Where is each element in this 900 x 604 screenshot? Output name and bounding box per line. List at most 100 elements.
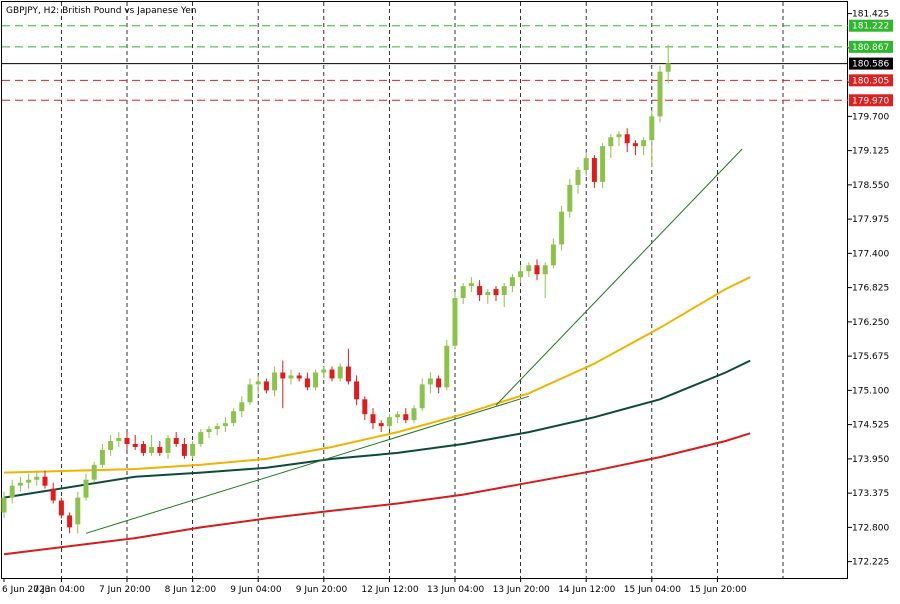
- candle-body: [411, 408, 417, 421]
- level-label: 180.305: [852, 76, 889, 86]
- candle-body: [436, 378, 442, 388]
- y-tick-label: 177.975: [852, 215, 889, 225]
- candle-body: [632, 143, 638, 147]
- candle-body: [149, 446, 155, 453]
- candle-body: [395, 414, 401, 418]
- candle-body: [42, 476, 48, 486]
- candle-body: [403, 414, 409, 421]
- y-tick-label: 175.675: [852, 352, 889, 362]
- candle-body: [362, 399, 368, 415]
- candle-body: [50, 488, 56, 501]
- candle-body: [9, 485, 15, 498]
- trendline: [495, 148, 743, 406]
- moving-average-line: [3, 359, 751, 499]
- candle-body: [206, 429, 212, 433]
- y-tick-label: 176.250: [852, 318, 889, 328]
- candle-body: [501, 286, 507, 296]
- candle-body: [649, 116, 655, 141]
- candle-body: [583, 158, 589, 170]
- candle-body: [173, 438, 179, 444]
- y-tick-label: 176.825: [852, 284, 889, 294]
- candle-body: [288, 375, 294, 379]
- candle-body: [386, 417, 392, 427]
- chart-title: GBPJPY, H2: British Pound vs Japanese Ye…: [6, 6, 196, 16]
- level-label-box: [849, 74, 893, 87]
- candle-body: [567, 184, 573, 212]
- moving-average-line: [3, 432, 751, 556]
- candle-body: [477, 286, 483, 296]
- candle-body: [190, 443, 196, 456]
- candle-body: [608, 137, 614, 147]
- candle-body: [58, 500, 64, 516]
- trendline: [85, 395, 529, 534]
- level-label-box: [849, 40, 893, 53]
- x-tick-label: 13 Jun 20:00: [493, 585, 550, 595]
- x-tick-label: 13 Jun 04:00: [427, 585, 484, 595]
- y-tick-label: 179.700: [852, 112, 889, 122]
- candle-body: [247, 384, 253, 403]
- y-axis: 181.425180.850180.275179.700179.125178.5…: [848, 10, 893, 568]
- candle-body: [321, 369, 327, 373]
- candle-body: [157, 446, 163, 453]
- candle-body: [280, 372, 286, 379]
- candle-body: [509, 277, 515, 287]
- level-label: 181.222: [852, 22, 889, 32]
- candle-body: [116, 438, 122, 441]
- candle-body: [657, 71, 663, 117]
- candle-body: [132, 443, 138, 447]
- candle-body: [1, 497, 7, 513]
- x-tick-label: 15 Jun 04:00: [624, 585, 681, 595]
- candle-body: [124, 438, 130, 444]
- x-tick-label: 9 Jun 04:00: [230, 585, 282, 595]
- candle-body: [181, 443, 187, 456]
- candle-body: [17, 482, 23, 486]
- candle-body: [641, 140, 647, 147]
- candle-body: [140, 443, 146, 453]
- candle-body: [468, 283, 474, 287]
- candle-body: [26, 479, 32, 483]
- candle-body: [165, 438, 171, 453]
- y-tick-label: 175.100: [852, 386, 889, 396]
- candle-body: [534, 265, 540, 275]
- candle-body: [591, 158, 597, 182]
- y-tick-label: 178.550: [852, 181, 889, 191]
- level-label-box: [849, 57, 893, 70]
- candle-body: [624, 134, 630, 144]
- candle-body: [600, 146, 606, 182]
- candle-body: [329, 369, 335, 379]
- plot-frame: [1, 1, 848, 579]
- level-label: 180.867: [852, 43, 889, 53]
- candle-body: [345, 366, 351, 382]
- x-tick-label: 6 Jun 2023: [2, 585, 50, 595]
- candle-body: [550, 244, 556, 266]
- candle-body: [239, 402, 245, 412]
- candle-body: [378, 423, 384, 427]
- candle-body: [304, 378, 310, 388]
- candle-body: [108, 440, 114, 450]
- candle-body: [231, 411, 237, 424]
- candle-body: [296, 375, 302, 379]
- candle-body: [616, 134, 622, 138]
- candle-body: [263, 381, 269, 391]
- price-levels: [2, 25, 848, 101]
- candle-body: [222, 423, 228, 427]
- candle-body: [67, 515, 73, 528]
- y-tick-label: 177.400: [852, 249, 889, 259]
- x-tick-label: 7 Jun 20:00: [99, 585, 151, 595]
- y-tick-label: 172.225: [852, 558, 889, 568]
- x-tick-label: 9 Jun 20:00: [296, 585, 348, 595]
- candle-body: [559, 211, 565, 245]
- x-tick-label: 15 Jun 20:00: [689, 585, 746, 595]
- level-label: 179.970: [852, 96, 889, 106]
- moving-averages: [3, 276, 751, 556]
- candle-body: [91, 464, 97, 480]
- candle-body: [99, 449, 105, 465]
- candle-body: [493, 289, 499, 296]
- x-tick-label: 7 Jun 04:00: [33, 585, 85, 595]
- candle-body: [665, 63, 671, 72]
- candle-body: [337, 366, 343, 379]
- candle-body: [427, 378, 433, 385]
- candle-body: [313, 372, 319, 388]
- candle-body: [214, 426, 220, 430]
